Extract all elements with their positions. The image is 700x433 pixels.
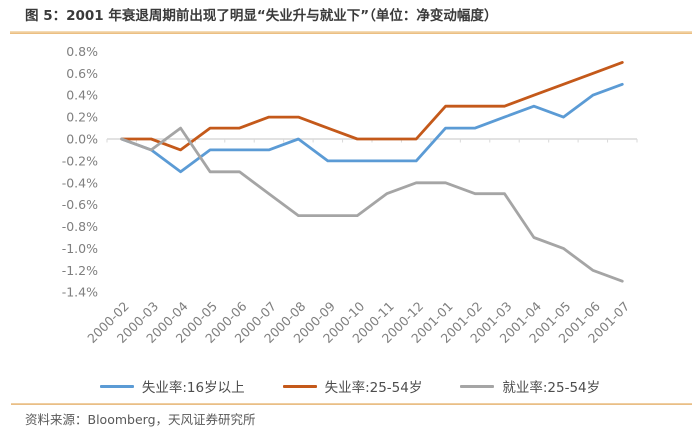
figure-title: 图 5：2001 年衰退周期前出现了明显“失业升与就业下”（单位：净变动幅度） [25, 8, 498, 24]
title-underline [10, 31, 692, 34]
y-axis-label: 0.0% [66, 132, 98, 147]
series-line-0 [120, 82, 624, 174]
y-axis-label: 0.8% [66, 44, 98, 59]
y-axis-label: -0.2% [62, 153, 98, 168]
source-note: 资料来源：Bloomberg，天风证券研究所 [25, 412, 256, 427]
footer-divider [11, 403, 692, 405]
legend-line-swatch-blue [99, 384, 134, 388]
legend-item-unemployment-25-54: 失业率:25-54岁 [282, 376, 423, 396]
y-axis-label: 0.6% [66, 66, 98, 81]
legend-label: 失业率:16岁以上 [141, 380, 245, 396]
y-axis-label: -0.6% [62, 197, 98, 212]
y-axis-label: -0.4% [62, 175, 98, 190]
y-axis-label: -1.0% [62, 241, 98, 256]
legend-line-swatch-gray [460, 384, 495, 388]
y-axis-label: -0.8% [62, 219, 98, 234]
chart-legend: 失业率:16岁以上 失业率:25-54岁 就业率:25-54岁 [0, 376, 700, 396]
legend-label: 失业率:25-54岁 [324, 380, 423, 396]
y-axis-label: -1.2% [62, 263, 98, 278]
series-line-1 [120, 61, 624, 152]
legend-item-employment-25-54: 就业率:25-54岁 [460, 376, 600, 396]
y-axis-label: -1.4% [62, 285, 98, 300]
y-axis-label: 0.4% [66, 88, 98, 103]
series-line-2 [120, 126, 624, 283]
legend-line-swatch-orange [282, 384, 317, 388]
y-axis-label: 0.2% [66, 110, 98, 125]
legend-label: 就业率:25-54岁 [502, 380, 601, 396]
legend-item-unemployment-16plus: 失业率:16岁以上 [99, 376, 245, 396]
